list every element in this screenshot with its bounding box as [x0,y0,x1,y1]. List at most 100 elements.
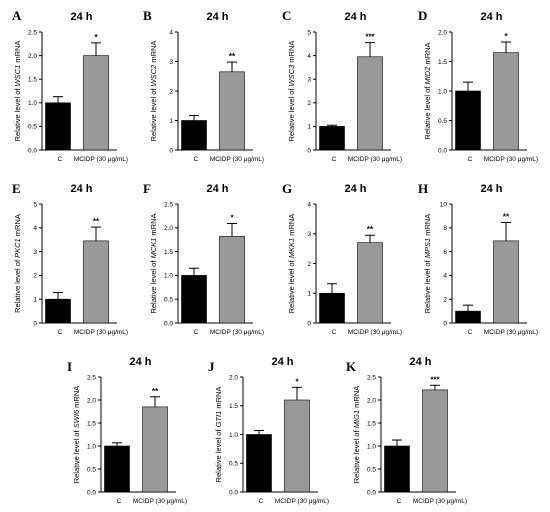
chart-title: 24 h [70,183,92,195]
y-axis-label-gene: MPS1 [423,238,432,258]
y-tick-label: 0 [33,320,37,327]
bar-mcidp [493,52,519,151]
y-tick-label: 0.5 [229,461,238,468]
panel-letter: G [282,181,292,196]
y-axis-label-suffix: mRNA [423,42,432,66]
category-label: MCIDP (30 μg/mL) [484,156,538,163]
y-tick-label: 0.0 [164,320,173,327]
y-axis-label-prefix: Relative level of [13,258,22,313]
y-tick-label: 1.0 [87,443,96,450]
significance-marker: *** [365,33,375,42]
y-axis-label: Relative level of GTI1 mRNA [214,387,223,483]
chart-title: 24 h [409,356,431,368]
category-label: C [58,156,63,163]
category-label: C [194,156,199,163]
y-axis-label-prefix: Relative level of [287,86,296,141]
y-tick-label: 4 [443,273,447,280]
y-tick-label: 6 [443,249,447,256]
panel-letter: H [418,181,428,196]
y-tick-label: 2.5 [87,374,96,381]
y-tick-label: 2.0 [438,29,447,36]
panel-h: H 24 h 0 2 4 6 8 10 Relative level of MPS1 mRNA C… [418,181,538,336]
bar-mcidp [422,389,448,493]
y-axis-label-prefix: Relative level of [214,427,223,482]
y-axis-label-suffix: mRNA [287,41,296,65]
bar-mcidp [284,399,310,493]
y-tick-label: 1.0 [28,100,37,107]
category-label: C [468,156,473,163]
y-axis-label-prefix: Relative level of [352,428,361,483]
y-tick-label: 4 [307,53,311,60]
bar-control [319,126,345,151]
y-axis-label: Relative level of WSC1 mRNA [13,41,22,142]
category-label: C [332,156,337,163]
bar-control [455,310,481,324]
chart-title: 24 h [129,356,151,368]
y-axis-label-suffix: mRNA [214,387,223,411]
chart-title: 24 h [70,11,92,23]
panel-letter: J [208,359,215,374]
y-tick-label: 1 [307,291,311,298]
y-tick-label: 5 [307,29,311,36]
y-tick-label: 1.0 [438,88,447,95]
y-tick-label: 3 [33,249,37,256]
category-label: MCIDP (30 μg/mL) [210,329,264,336]
category-label: MCIDP (30 μg/mL) [210,156,264,163]
y-axis-label: Relative level of MKK1 mRNA [287,214,296,314]
category-label: C [332,329,337,336]
y-tick-label: 1 [307,124,311,131]
category-label: MCIDP (30 μg/mL) [275,498,329,505]
category-label: C [58,329,63,336]
y-tick-label: 0 [443,320,447,327]
bar-control [45,298,71,324]
bar-mcidp [219,236,245,324]
y-axis-label-suffix: mRNA [423,214,432,238]
y-tick-label: 8 [443,225,447,232]
panel-letter: K [346,359,357,374]
chart-title: 24 h [206,11,228,23]
y-axis-label-prefix: Relative level of [149,258,158,313]
y-axis-label-suffix: mRNA [352,386,361,410]
y-tick-label: 2 [169,88,173,95]
chart-title: 24 h [344,11,366,23]
significance-marker: ** [229,52,236,61]
y-axis-label: Relative level of PKC1 mRNA [13,214,22,313]
y-tick-label: 2.0 [164,225,173,232]
y-axis-label-gene: WSC3 [287,64,296,86]
y-tick-label: 0.5 [28,124,37,131]
y-tick-label: 1.0 [229,432,238,439]
category-label: MCIDP (30 μg/mL) [133,498,187,505]
y-tick-label: 2.0 [229,374,238,381]
y-axis-label-suffix: mRNA [287,214,296,238]
y-tick-label: 0.5 [164,297,173,304]
panel-f: F 24 h 0.0 0.5 1.0 1.5 2.0 2.5 Relative level of… [143,181,264,336]
y-axis-label-prefix: Relative level of [423,85,432,140]
significance-marker: ** [503,212,510,221]
y-tick-label: 2.5 [367,374,376,381]
y-axis-label: Relative level of SWI6 mRNA [72,386,81,484]
y-tick-label: 2 [307,261,311,268]
bar-control [455,90,481,151]
category-label: C [117,498,122,505]
chart-title: 24 h [480,183,502,195]
y-axis-label-gene: MIG1 [352,410,361,428]
panel-letter: C [282,8,291,23]
panel-i: I 24 h 0.0 0.5 1.0 1.5 2.0 2.5 Relative level of… [67,356,187,505]
y-axis-label-suffix: mRNA [149,41,158,65]
panel-letter: D [418,8,427,23]
y-axis-label-suffix: mRNA [13,214,22,238]
y-axis-label-prefix: Relative level of [287,258,296,313]
y-tick-label: 4 [307,201,311,208]
y-axis-label-gene: MCK1 [149,238,158,259]
y-axis-label-prefix: Relative level of [13,86,22,141]
y-axis-label-gene: GTI1 [214,411,223,428]
bar-control [181,120,207,151]
bar-mcidp [83,240,109,324]
y-axis-label: Relative level of MID2 mRNA [423,42,432,139]
y-tick-label: 2 [443,297,447,304]
y-tick-label: 0.0 [367,489,376,496]
y-axis-label-gene: SWI6 [72,409,81,428]
bar-mcidp [142,406,168,493]
y-tick-label: 2.0 [87,397,96,404]
